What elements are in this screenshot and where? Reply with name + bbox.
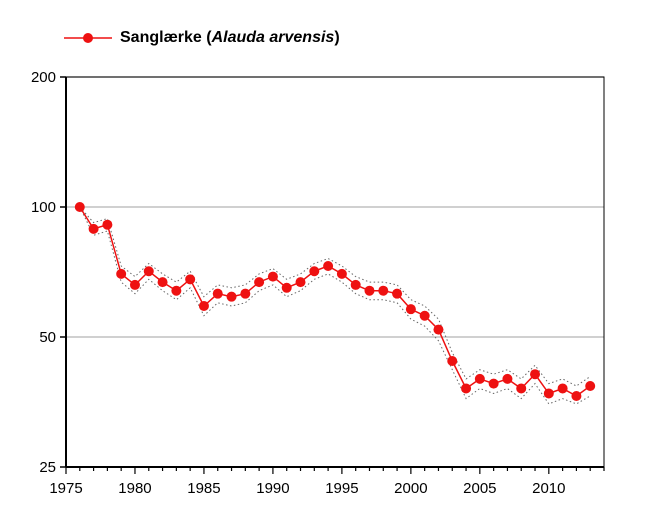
data-point-1980 [129,279,140,290]
data-point-1989 [254,277,265,288]
data-point-2005 [474,373,485,384]
data-point-2010 [543,388,554,399]
data-point-2008 [516,383,527,394]
data-point-1981 [143,266,154,277]
x-tick-label-2005: 2005 [463,480,496,497]
data-point-1984 [185,274,196,285]
data-point-1998 [378,285,389,296]
data-point-1978 [102,219,113,230]
data-point-1991 [281,282,292,293]
series [74,202,596,402]
data-point-1986 [212,288,223,299]
data-point-2012 [571,391,582,402]
data-point-1993 [309,266,320,277]
y-tick-label-200: 200 [31,69,56,86]
legend-label-suffix: ) [334,29,340,46]
y-tick-label-25: 25 [39,459,56,476]
data-point-1985 [198,300,209,311]
x-tick-label-1975: 1975 [49,480,82,497]
data-point-1988 [240,288,251,299]
legend-label-species: Alauda arvensis [211,29,335,46]
series-0-upper-band [79,206,591,387]
x-tick-label-1985: 1985 [187,480,220,497]
data-point-1987 [226,291,237,302]
data-point-2004 [461,383,472,394]
data-point-1997 [364,285,375,296]
data-point-1982 [157,277,168,288]
confidence-band [79,206,591,405]
x-tick-label-1990: 1990 [256,480,289,497]
data-point-2007 [502,373,513,384]
data-point-1977 [88,223,99,234]
data-point-1995 [336,268,347,279]
grid-lines [66,76,604,338]
data-point-2011 [557,383,568,394]
tick-labels: 25 50 100 200 1975 1980 1985 1990 1995 2000 2005 20… [31,69,566,497]
data-point-2002 [433,324,444,335]
legend-label: Sanglærke (Alauda arvensis) [120,29,340,47]
series-0-line [79,206,591,397]
data-point-1976 [74,202,85,212]
x-tick-label-1995: 1995 [325,480,358,497]
data-point-1994 [323,261,334,272]
x-tick-label-2000: 2000 [394,480,427,497]
data-point-1983 [171,285,182,296]
data-point-1999 [392,288,403,299]
data-point-1979 [116,268,127,279]
series-0-lower-band [79,206,591,405]
data-point-1996 [350,279,361,290]
x-tick-label-1980: 1980 [118,480,151,497]
data-point-2013 [585,381,596,392]
x-tick-label-2010: 2010 [532,480,565,497]
legend-dot [83,33,93,43]
y-tick-label-100: 100 [31,199,56,216]
legend: Sanglærke (Alauda arvensis) [62,24,340,52]
data-point-2001 [419,310,430,321]
data-point-1992 [295,277,306,288]
data-point-2000 [405,304,416,315]
legend-label-prefix: Sanglærke ( [120,29,212,46]
data-point-2006 [488,378,499,389]
axes [60,76,605,474]
data-point-1990 [267,271,278,282]
y-tick-label-50: 50 [39,329,56,346]
legend-marker [64,33,112,43]
data-point-2009 [530,369,541,380]
data-point-2003 [447,355,458,366]
